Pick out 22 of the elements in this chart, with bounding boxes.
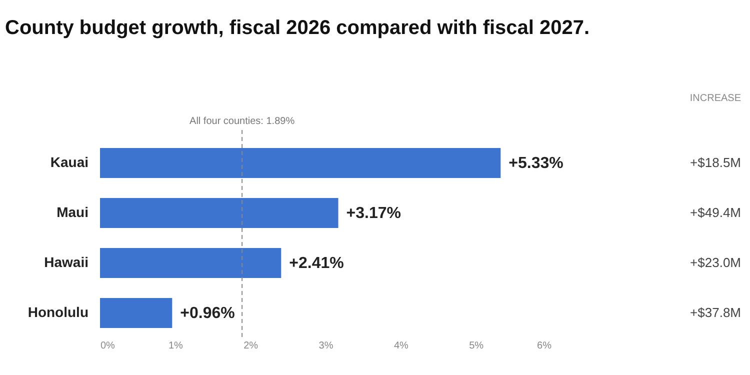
y-tick-label: Honolulu	[28, 304, 88, 320]
x-tick-label: 3%	[318, 340, 334, 352]
x-tick-label: 0%	[100, 340, 116, 352]
x-tick-label: 6%	[537, 340, 552, 352]
text: +$23.0M	[690, 255, 741, 270]
text: +$18.5M	[690, 155, 741, 170]
x-tick-label: 4%	[394, 340, 408, 352]
y-tick-label: Hawaii	[44, 254, 88, 270]
y-tick-label: Kauai	[50, 154, 88, 170]
y-tick-label: Maui	[56, 204, 88, 220]
text: +$37.8M	[690, 305, 741, 320]
x-tick-label: 2%	[244, 340, 258, 352]
x-tick-label: 1%	[168, 340, 183, 352]
chart-title: County budget growth, fiscal 2026 compared with fiscal 2027.	[5, 17, 590, 39]
data-label: +2.41%	[289, 255, 344, 272]
text: +$49.4M	[690, 205, 741, 220]
data-label: +3.17%	[346, 205, 401, 222]
data-label: +5.33%	[508, 155, 564, 172]
text: INCREASE	[690, 93, 742, 104]
data-label: +0.96%	[180, 305, 235, 322]
x-tick-label: 5%	[469, 340, 484, 352]
ref-line-label: All four counties: 1.89%	[190, 116, 295, 127]
